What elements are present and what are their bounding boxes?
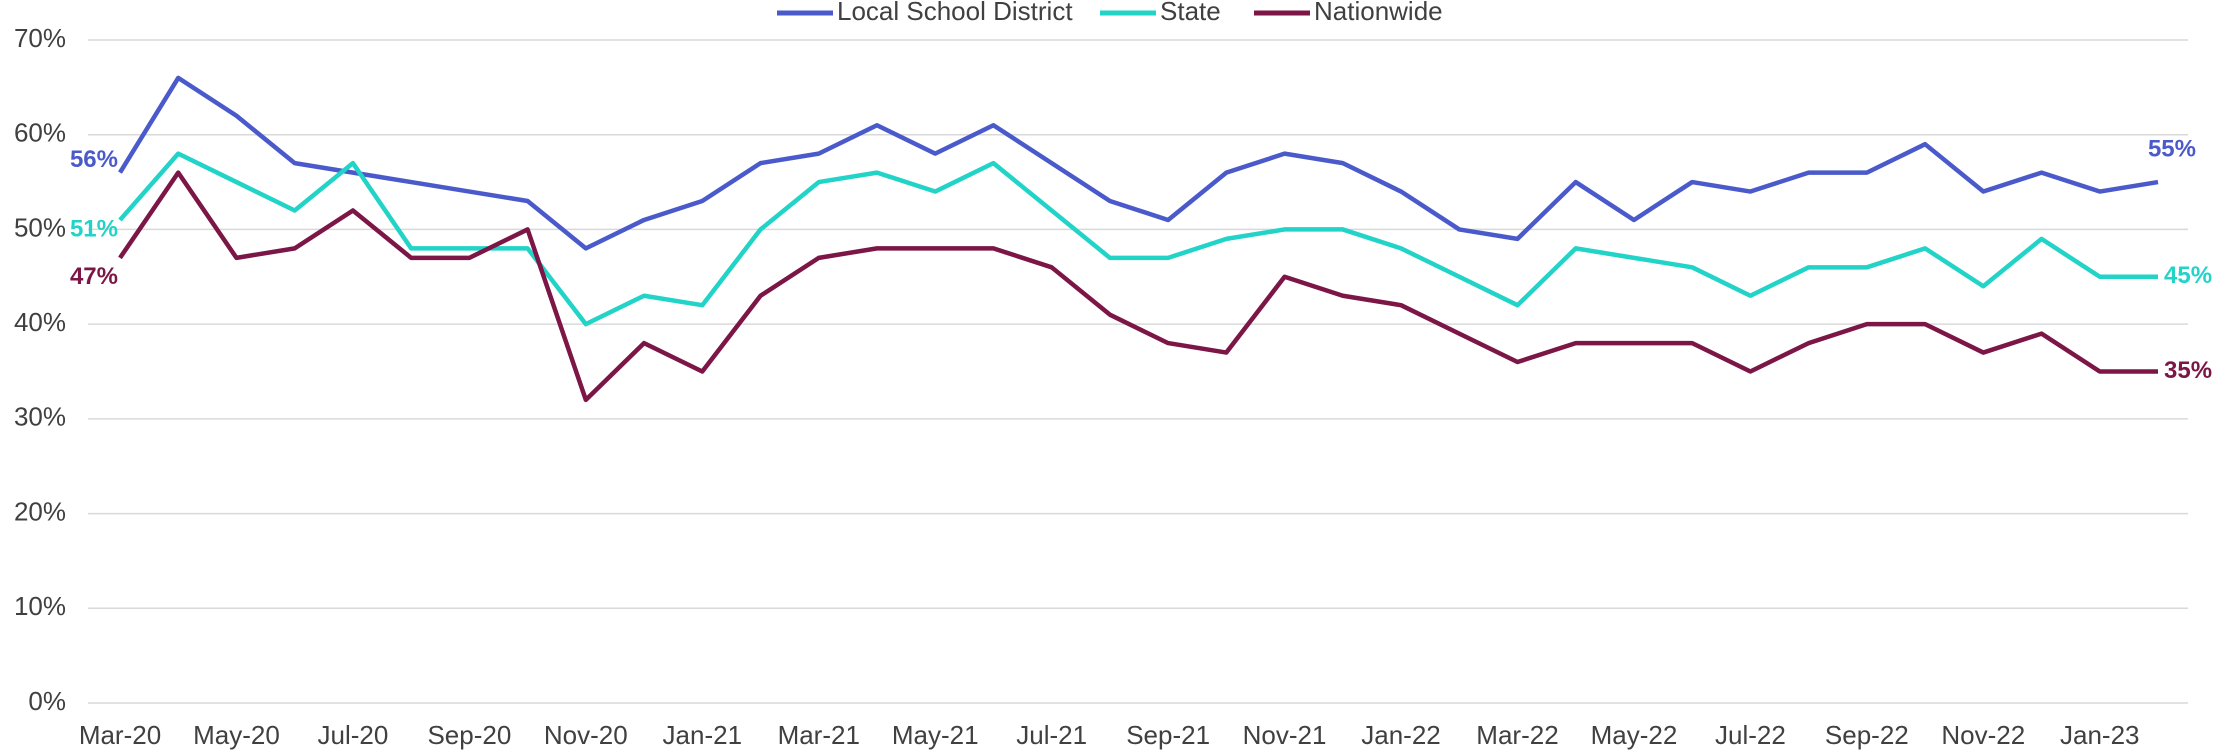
x-tick-label: Jan-22 bbox=[1361, 720, 1441, 750]
series-line bbox=[118, 75, 2159, 251]
x-tick-label: Nov-20 bbox=[544, 720, 628, 750]
x-tick-label: Nov-21 bbox=[1243, 720, 1327, 750]
legend-label: Nationwide bbox=[1314, 0, 1443, 26]
y-tick-label: 70% bbox=[14, 23, 66, 53]
data-label: 45% bbox=[2164, 262, 2212, 289]
x-tick-label: May-20 bbox=[193, 720, 280, 750]
y-tick-label: 60% bbox=[14, 118, 66, 148]
series-line bbox=[118, 151, 2158, 327]
y-tick-label: 40% bbox=[14, 307, 66, 337]
x-tick-label: Sep-21 bbox=[1126, 720, 1210, 750]
x-tick-label: May-21 bbox=[892, 720, 979, 750]
data-label: 35% bbox=[2164, 357, 2212, 384]
x-tick-label: Mar-22 bbox=[1476, 720, 1558, 750]
data-label: 56% bbox=[70, 146, 118, 173]
y-tick-label: 10% bbox=[14, 591, 66, 621]
x-tick-label: Sep-22 bbox=[1825, 720, 1909, 750]
x-tick-label: May-22 bbox=[1591, 720, 1678, 750]
x-tick-label: Mar-21 bbox=[778, 720, 860, 750]
series-line bbox=[118, 170, 2158, 403]
x-tick-label: Jan-21 bbox=[663, 720, 743, 750]
y-tick-label: 20% bbox=[14, 496, 66, 526]
data-label: 55% bbox=[2148, 135, 2196, 162]
x-tick-label: Jul-20 bbox=[318, 720, 389, 750]
x-tick-label: Jan-23 bbox=[2060, 720, 2140, 750]
x-tick-label: Jul-21 bbox=[1016, 720, 1087, 750]
y-tick-label: 30% bbox=[14, 402, 66, 432]
x-tick-label: Nov-22 bbox=[1941, 720, 2025, 750]
y-tick-label: 50% bbox=[14, 212, 66, 242]
data-label: 47% bbox=[70, 263, 118, 290]
y-tick-label: 0% bbox=[28, 686, 66, 716]
x-tick-label: Jul-22 bbox=[1715, 720, 1786, 750]
legend-label: State bbox=[1160, 0, 1221, 26]
x-tick-label: Sep-20 bbox=[427, 720, 511, 750]
legend-label: Local School District bbox=[837, 0, 1073, 26]
x-tick-label: Mar-20 bbox=[79, 720, 161, 750]
data-label: 51% bbox=[70, 215, 118, 242]
